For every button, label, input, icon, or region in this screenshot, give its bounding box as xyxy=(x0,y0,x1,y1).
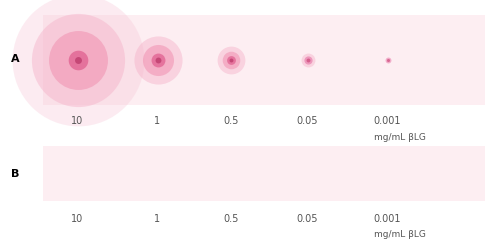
Point xyxy=(74,58,82,62)
Point xyxy=(74,58,82,62)
Point xyxy=(227,58,235,62)
FancyBboxPatch shape xyxy=(42,146,485,201)
Text: mg/mL βLG: mg/mL βLG xyxy=(374,230,426,239)
Point xyxy=(74,58,82,62)
Text: 0.5: 0.5 xyxy=(224,116,238,126)
Point xyxy=(154,58,162,62)
Text: 0.001: 0.001 xyxy=(374,214,401,224)
Point xyxy=(74,58,82,62)
Text: 0.5: 0.5 xyxy=(224,214,238,224)
Point xyxy=(384,58,392,62)
Point xyxy=(227,58,235,62)
Text: A: A xyxy=(11,54,20,64)
Point xyxy=(227,58,235,62)
Point xyxy=(304,58,312,62)
Point xyxy=(154,58,162,62)
Point xyxy=(304,58,312,62)
Point xyxy=(227,58,235,62)
Text: B: B xyxy=(11,169,20,179)
Text: mg/mL βLG: mg/mL βLG xyxy=(374,132,426,141)
Point xyxy=(74,58,82,62)
Point xyxy=(384,58,392,62)
Point xyxy=(154,58,162,62)
Text: 0.05: 0.05 xyxy=(297,214,318,224)
Text: 1: 1 xyxy=(154,116,160,126)
Text: 0.001: 0.001 xyxy=(374,116,401,126)
Text: 10: 10 xyxy=(72,116,84,126)
Point xyxy=(154,58,162,62)
Text: 1: 1 xyxy=(154,214,160,224)
Text: 0.05: 0.05 xyxy=(297,116,318,126)
FancyBboxPatch shape xyxy=(42,15,485,105)
Point xyxy=(304,58,312,62)
Text: 10: 10 xyxy=(72,214,84,224)
